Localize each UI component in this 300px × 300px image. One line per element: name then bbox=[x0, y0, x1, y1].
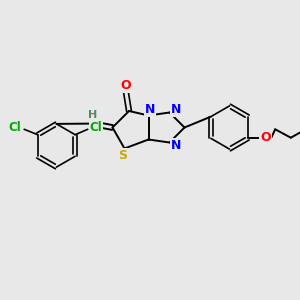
Text: S: S bbox=[118, 148, 127, 162]
Text: Cl: Cl bbox=[9, 121, 22, 134]
Text: H: H bbox=[88, 110, 98, 120]
Text: N: N bbox=[171, 103, 181, 116]
Text: O: O bbox=[260, 131, 271, 144]
Text: O: O bbox=[121, 79, 131, 92]
Text: N: N bbox=[145, 103, 155, 116]
Text: N: N bbox=[171, 139, 181, 152]
Text: Cl: Cl bbox=[90, 121, 103, 134]
